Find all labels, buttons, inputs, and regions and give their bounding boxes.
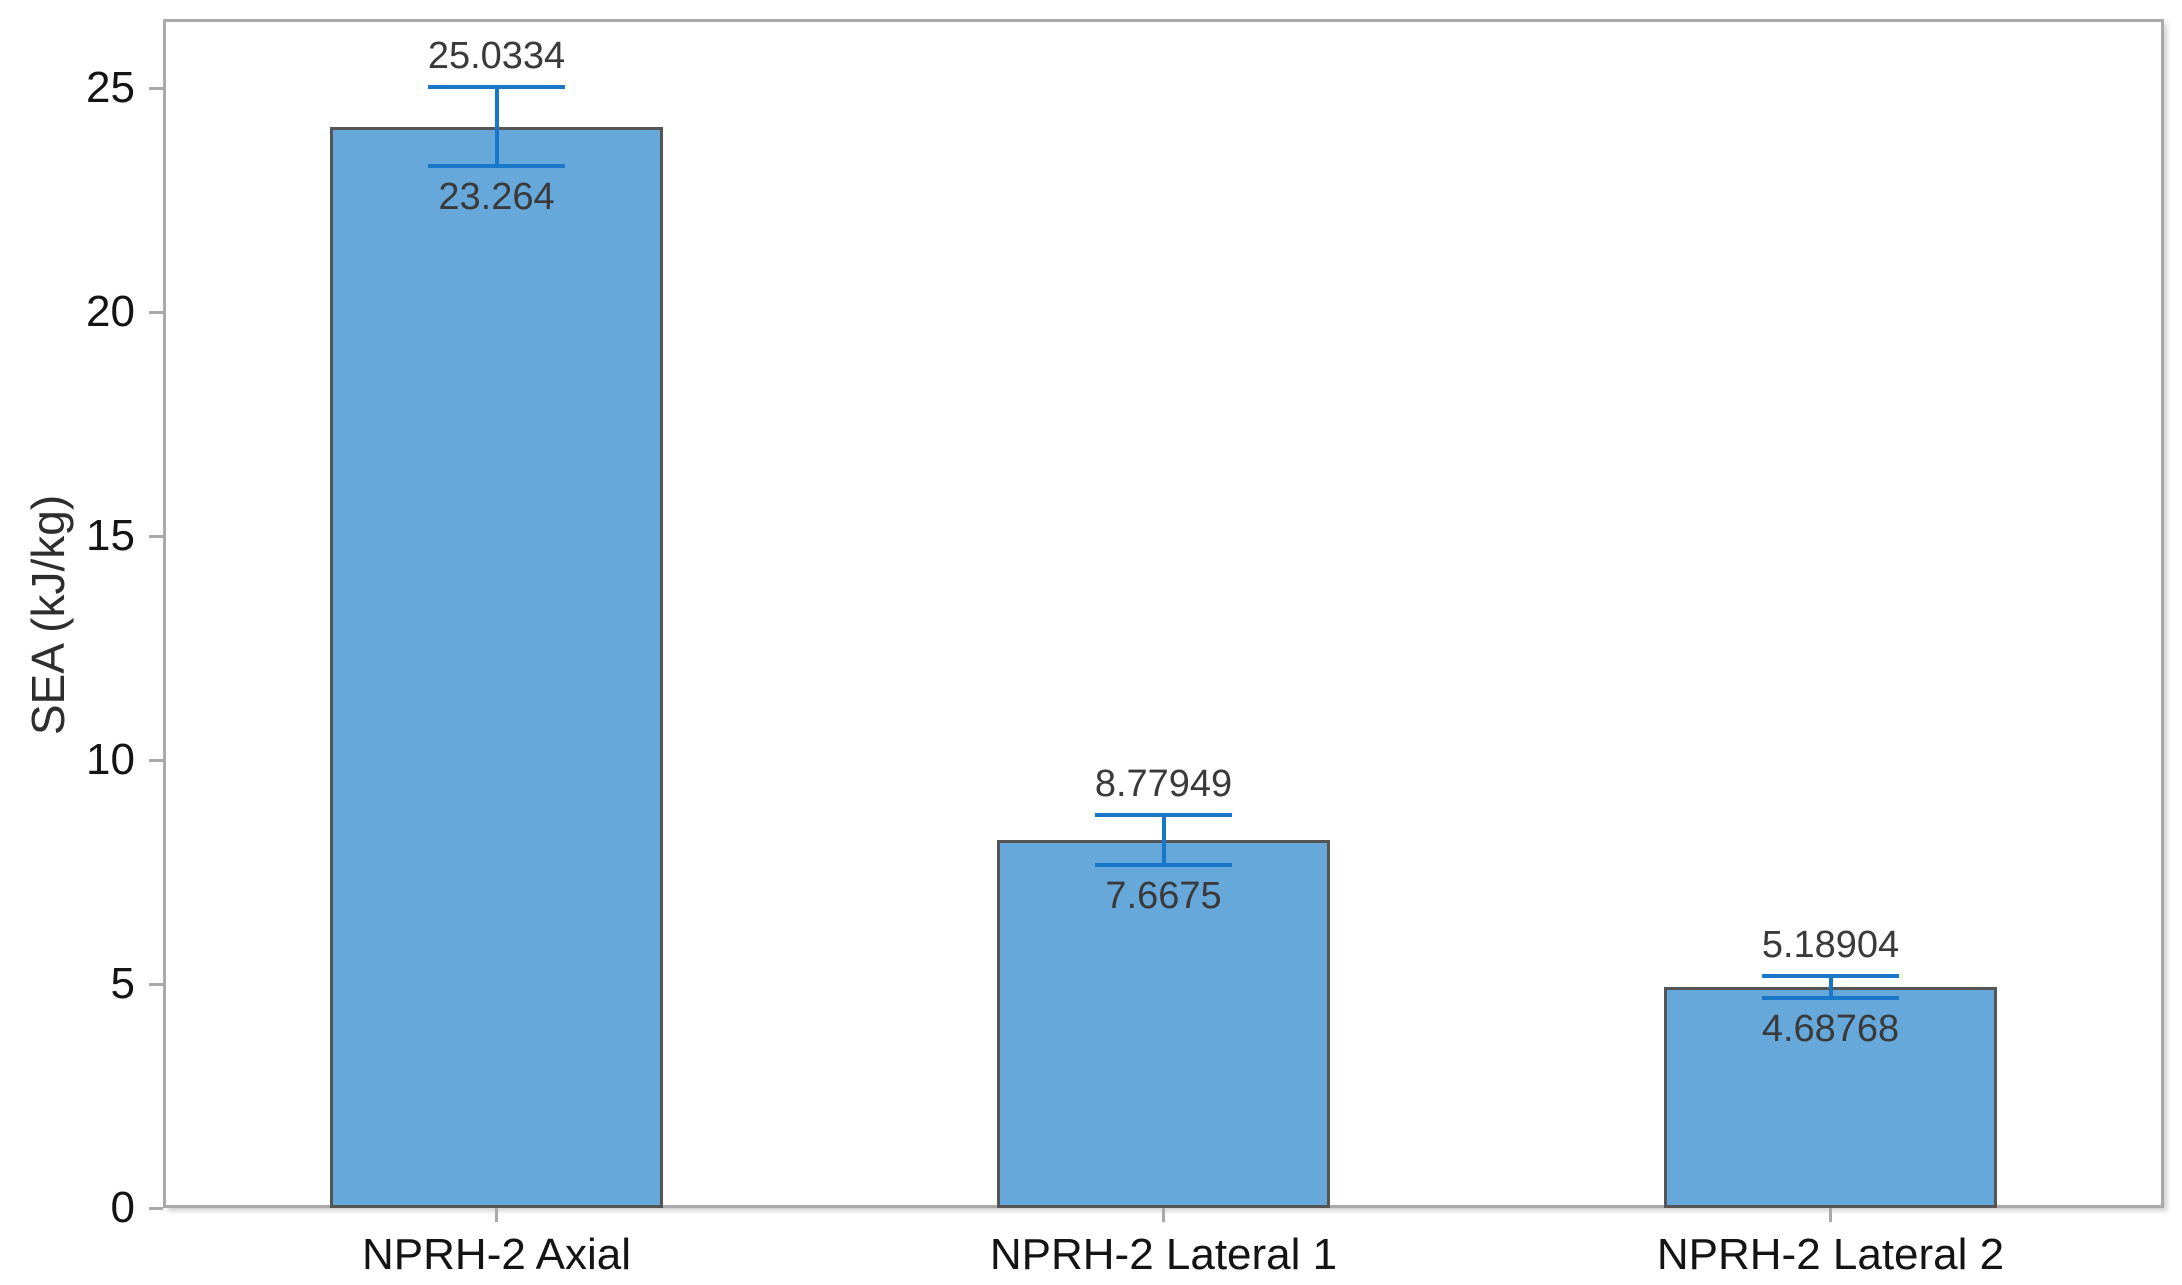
y-tick-label: 20	[86, 287, 135, 337]
y-tick-label: 0	[110, 1183, 135, 1232]
error-bar-cap-top	[428, 84, 565, 89]
x-tick-mark	[1829, 1208, 1832, 1222]
error-upper-label: 8.77949	[1094, 762, 1233, 805]
x-category-label: NPRH-2 Axial	[362, 1230, 631, 1279]
x-category-label: NPRH-2 Lateral 2	[1656, 1230, 2005, 1279]
error-bar-cap-top	[1762, 973, 1899, 978]
error-upper-label: 5.18904	[1761, 923, 1900, 966]
y-tick-label: 15	[86, 511, 135, 561]
y-tick-mark	[149, 534, 163, 538]
error-bar-cap-bottom	[428, 164, 565, 169]
bar	[996, 839, 1331, 1208]
error-bar-cap-bottom	[1095, 862, 1232, 867]
error-upper-label: 25.0334	[427, 34, 566, 77]
y-tick-mark	[149, 758, 163, 762]
y-axis-title: SEA (kJ/kg)	[22, 494, 74, 736]
y-tick-label: 5	[110, 959, 135, 1009]
error-lower-label: 4.68768	[1761, 1008, 1900, 1051]
y-tick-label: 10	[86, 735, 135, 785]
error-bar-cap-top	[1095, 812, 1232, 817]
y-tick-mark	[149, 86, 163, 90]
bar	[1663, 986, 1998, 1208]
error-bar-line	[1161, 814, 1166, 865]
y-tick-label: 25	[86, 63, 135, 113]
y-tick-mark	[149, 310, 163, 314]
error-lower-label: 7.6675	[1105, 874, 1222, 917]
x-tick-mark	[495, 1208, 498, 1222]
error-bar-line	[494, 86, 499, 167]
bar	[329, 126, 664, 1208]
y-tick-mark	[149, 1206, 163, 1210]
y-tick-mark	[149, 982, 163, 986]
x-tick-mark	[1162, 1208, 1165, 1222]
error-bar-line	[1828, 975, 1833, 999]
error-lower-label: 23.264	[438, 176, 555, 219]
error-bar-cap-bottom	[1762, 996, 1899, 1001]
x-category-label: NPRH-2 Lateral 1	[989, 1230, 1338, 1279]
